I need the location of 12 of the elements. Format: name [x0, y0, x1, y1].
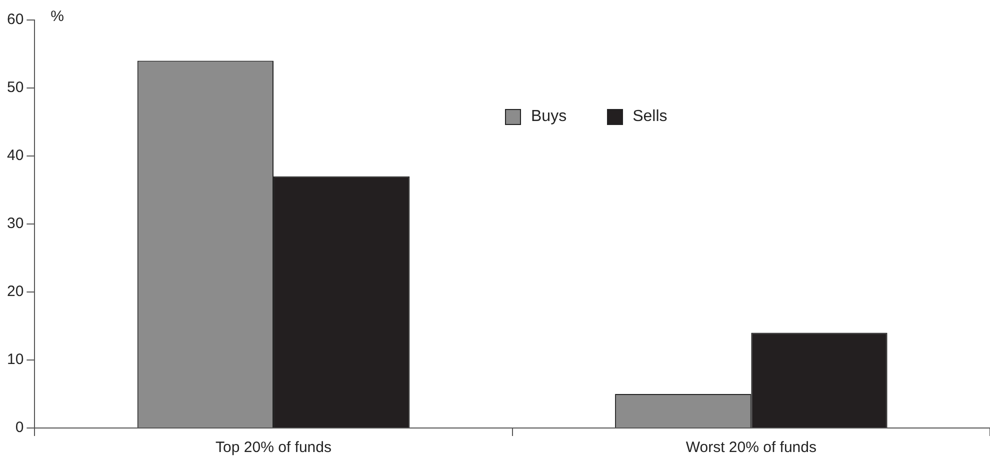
y-tick-label: 10	[6, 351, 24, 368]
legend-label: Buys	[531, 108, 567, 126]
y-tick-label: 50	[6, 79, 24, 96]
y-axis-title: %	[50, 8, 64, 26]
legend-label: Sells	[632, 108, 668, 126]
y-tick-label: 20	[6, 283, 24, 300]
y-tick-label: 40	[6, 147, 24, 164]
x-tick-label: Top 20% of funds	[216, 439, 332, 456]
y-tick-label: 60	[6, 11, 24, 28]
x-tick-label: Worst 20% of funds	[686, 439, 816, 456]
y-tick-label: 30	[6, 215, 24, 232]
y-tick-label: 0	[15, 419, 24, 436]
